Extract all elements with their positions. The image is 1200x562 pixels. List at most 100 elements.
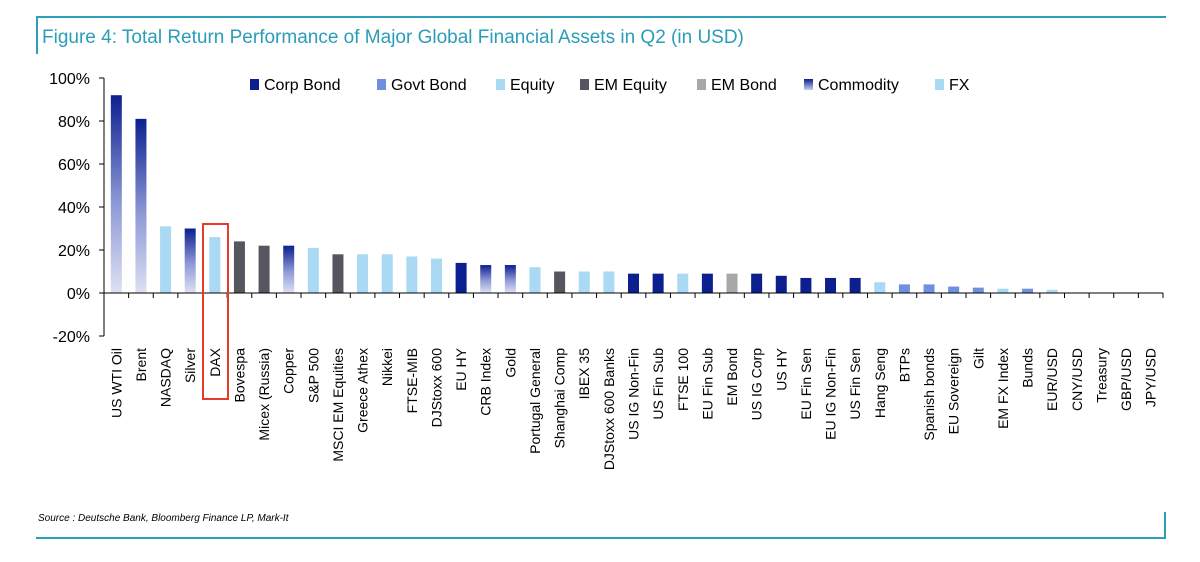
- bar: [800, 277, 812, 293]
- y-tick-label: 60%: [58, 157, 90, 174]
- x-tick-label: Hang Seng: [872, 348, 888, 418]
- bar: [948, 286, 960, 293]
- bar: [825, 277, 837, 293]
- x-tick-label: MSCI EM Equities: [330, 348, 346, 462]
- bar: [628, 273, 639, 293]
- x-tick-label: US Fin Sen: [847, 348, 863, 420]
- bar: [775, 275, 787, 293]
- bar: [209, 237, 221, 293]
- legend-label: EM Bond: [711, 77, 777, 94]
- footer-rule: [36, 537, 1166, 539]
- bar: [554, 271, 566, 293]
- legend-swatch: [697, 79, 706, 90]
- legend-label: Govt Bond: [391, 77, 467, 94]
- x-tick-label: Spanish bonds: [921, 348, 937, 441]
- bar: [332, 254, 344, 293]
- x-tick-label: IBEX 35: [576, 348, 592, 400]
- source-note: Source : Deutsche Bank, Bloomberg Financ…: [38, 513, 289, 524]
- y-axis: 100% 80% 60% 40% 20% 0% -20%: [49, 71, 105, 346]
- bar: [652, 273, 664, 293]
- x-tick-label: EU IG Non-Fin: [823, 348, 839, 440]
- title-rule-tick: [36, 16, 38, 54]
- x-tick-label: DJStoxx 600 Banks: [601, 348, 617, 470]
- x-tick-label: EM FX Index: [995, 348, 1011, 429]
- bar: [283, 245, 295, 293]
- bar: [381, 254, 393, 293]
- bar: [357, 254, 369, 293]
- bar: [529, 267, 541, 293]
- y-tick-label: -20%: [53, 329, 90, 346]
- x-tick-label: Greece Athex: [355, 348, 371, 433]
- x-tick-label: EU Fin Sub: [699, 348, 715, 420]
- bar: [972, 287, 984, 293]
- x-tick-label: BTPs: [896, 348, 912, 382]
- x-tick-label: Brent: [133, 348, 149, 382]
- bar: [406, 256, 418, 293]
- x-tick-label: EU Sovereign: [946, 348, 962, 434]
- x-tick-label: Gilt: [970, 348, 986, 369]
- bar: [997, 288, 1009, 293]
- x-tick-label: Copper: [281, 348, 297, 394]
- x-tick-label: Gold: [502, 348, 518, 378]
- bar: [233, 241, 245, 293]
- x-tick-label: DAX: [207, 347, 223, 376]
- bar: [874, 282, 886, 293]
- legend-label: FX: [949, 77, 970, 94]
- x-tick-label: FTSE-MIB: [404, 348, 420, 413]
- x-tick-label: Silver: [182, 348, 198, 383]
- bar: [258, 245, 270, 293]
- x-tick-label: Bunds: [1020, 348, 1036, 388]
- x-tick-label: NASDAQ: [158, 348, 174, 407]
- bar: [504, 265, 516, 293]
- bar: [160, 226, 172, 293]
- bar: [701, 273, 713, 293]
- x-tick-label: Treasury: [1093, 348, 1109, 403]
- legend-swatch: [496, 79, 505, 90]
- bar: [110, 95, 122, 293]
- bar: [480, 265, 492, 293]
- bar: [307, 247, 319, 293]
- bar: [184, 228, 196, 293]
- x-tick-label: EU HY: [453, 347, 469, 390]
- legend-label: EM Equity: [594, 77, 667, 94]
- bar: [898, 284, 910, 293]
- x-tick-label: S&P 500: [305, 348, 321, 403]
- legend-swatch: [804, 79, 813, 90]
- legend-label: Equity: [510, 77, 554, 94]
- x-tick-label: EU Fin Sen: [798, 348, 814, 420]
- x-tick-label: FTSE 100: [675, 348, 691, 411]
- bar: [751, 273, 763, 293]
- bar: [578, 271, 590, 293]
- y-tick-label: 100%: [49, 71, 90, 88]
- bar: [430, 258, 442, 293]
- bar: [726, 273, 738, 293]
- bar: [455, 262, 467, 293]
- y-tick-label: 0%: [67, 286, 90, 303]
- y-tick-label: 40%: [58, 200, 90, 217]
- x-tick-label: US WTI Oil: [108, 348, 124, 418]
- x-tick-label: EM Bond: [724, 348, 740, 406]
- y-tick-label: 20%: [58, 243, 90, 260]
- x-tick-label: US IG Non-Fin: [626, 348, 642, 440]
- x-axis: US WTI Oil Brent NASDAQ Silver DAX Bovespa Mic…: [103, 292, 1164, 470]
- legend: Corp Bond Govt Bond Equity EM Equity EM Bond…: [250, 77, 970, 94]
- bar: [849, 277, 861, 293]
- x-tick-label: JPY/USD: [1143, 348, 1159, 407]
- x-tick-label: Micex (Russia): [256, 348, 272, 441]
- x-tick-label: CRB Index: [478, 348, 494, 416]
- legend-label: Commodity: [818, 77, 899, 94]
- x-tick-label: GBP/USD: [1118, 348, 1134, 411]
- x-tick-label: US IG Corp: [749, 348, 765, 421]
- x-tick-label: Bovespa: [231, 348, 247, 403]
- legend-label: Corp Bond: [264, 77, 341, 94]
- legend-swatch: [377, 79, 386, 90]
- x-tick-label: DJStoxx 600: [428, 348, 444, 428]
- bar: [603, 271, 615, 293]
- bar: [1022, 288, 1034, 293]
- bars: [110, 95, 1058, 293]
- footer-rule-tick: [1164, 512, 1166, 539]
- bar: [923, 284, 935, 293]
- bar: [135, 118, 147, 293]
- title-rule: [36, 16, 1166, 18]
